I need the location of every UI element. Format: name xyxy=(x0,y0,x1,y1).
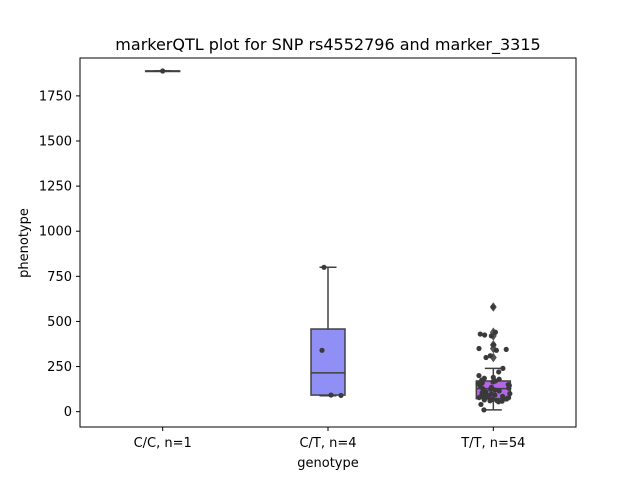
data-point xyxy=(338,392,344,399)
data-point xyxy=(481,407,487,413)
data-point xyxy=(496,369,502,375)
data-point xyxy=(481,397,487,403)
data-point xyxy=(328,392,334,398)
chart-title: markerQTL plot for SNP rs4552796 and mar… xyxy=(115,35,540,55)
x-axis-label: genotype xyxy=(297,456,358,471)
data-point xyxy=(480,385,486,392)
data-point xyxy=(483,354,489,361)
data-point xyxy=(500,365,506,371)
data-point xyxy=(490,304,496,310)
data-point xyxy=(487,353,493,359)
data-point xyxy=(503,396,509,402)
data-point xyxy=(477,331,483,337)
data-point xyxy=(506,385,512,391)
data-point xyxy=(482,332,488,338)
data-point xyxy=(496,388,502,394)
y-axis: 0 250 500 750 1000 1250 1500 1750 xyxy=(39,89,80,420)
data-point xyxy=(321,264,327,270)
data-point xyxy=(487,386,494,392)
strip-points xyxy=(160,68,513,413)
data-point xyxy=(319,347,325,353)
box xyxy=(310,328,346,396)
y-tick-label: 1250 xyxy=(39,180,72,195)
data-point xyxy=(500,393,506,399)
y-tick-label: 1500 xyxy=(39,135,72,150)
data-point xyxy=(490,342,497,348)
data-point xyxy=(487,398,493,404)
data-point xyxy=(490,379,496,385)
y-tick-label: 750 xyxy=(47,270,72,285)
y-tick-label: 1000 xyxy=(39,225,72,240)
data-point xyxy=(476,394,482,401)
y-tick-label: 250 xyxy=(47,360,72,375)
data-point xyxy=(476,345,482,352)
x-tick-label: C/T, n=4 xyxy=(299,436,356,451)
x-tick-label: T/T, n=54 xyxy=(460,436,525,451)
x-axis: C/C, n=1 C/T, n=4 T/T, n=54 xyxy=(134,427,525,451)
data-point xyxy=(488,333,495,339)
data-point xyxy=(507,391,513,397)
y-tick-label: 1750 xyxy=(39,89,72,104)
x-tick-label: C/C, n=1 xyxy=(134,436,192,451)
data-point xyxy=(492,329,499,335)
y-tick-label: 500 xyxy=(47,315,72,330)
data-point xyxy=(160,68,166,74)
y-tick-label: 0 xyxy=(64,405,72,420)
data-point xyxy=(478,401,484,408)
data-point xyxy=(495,399,502,405)
data-point xyxy=(492,392,498,398)
data-point xyxy=(503,346,509,353)
y-axis-label: phenotype xyxy=(17,208,32,278)
data-point xyxy=(493,347,499,353)
data-point xyxy=(476,372,482,379)
data-point xyxy=(492,387,498,393)
